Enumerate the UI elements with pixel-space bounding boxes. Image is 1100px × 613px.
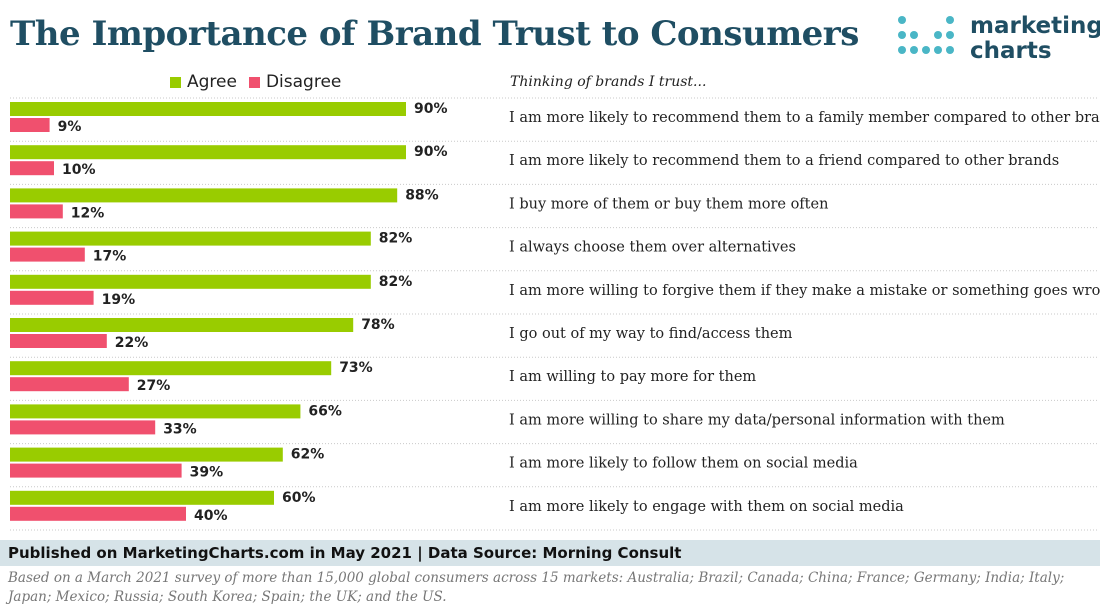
- bar-disagree: [10, 377, 129, 392]
- bar-disagree: [10, 506, 186, 521]
- chart-subtitle: Thinking of brands I trust...: [510, 74, 707, 90]
- bar-value-disagree: 40%: [194, 508, 228, 524]
- bar-value-agree: 62%: [291, 447, 325, 463]
- bar-disagree: [10, 334, 107, 348]
- bar-agree: [10, 231, 371, 246]
- bar-chart: 90% 9% I am more likely to recommend them …: [10, 97, 1100, 531]
- bar-value-disagree: 27%: [137, 378, 171, 394]
- bar-value-agree: 60%: [282, 490, 316, 506]
- bar-value-disagree: 9%: [58, 119, 82, 135]
- logo-dot: [946, 16, 954, 24]
- bar-agree: [10, 490, 274, 505]
- category-label: I always choose them over alternatives: [509, 240, 796, 256]
- logo-dot: [910, 46, 918, 54]
- bar-disagree: [10, 118, 50, 132]
- bar-disagree: [10, 420, 156, 435]
- bar-value-agree: 66%: [308, 403, 342, 419]
- logo-line-1: marketing: [970, 13, 1100, 39]
- category-label: I go out of my way to find/access them: [509, 326, 793, 342]
- category-label: I am more likely to follow them on socia…: [509, 456, 858, 472]
- legend-swatch-agree: [170, 76, 181, 88]
- bar-value-agree: 88%: [405, 187, 439, 203]
- bar-value-disagree: 12%: [71, 205, 105, 221]
- bar-value-disagree: 10%: [62, 162, 96, 178]
- bar-value-agree: 82%: [379, 231, 413, 247]
- category-label: I am more likely to recommend them to a …: [509, 153, 1059, 169]
- published-source-line: Published on MarketingCharts.com in May …: [0, 540, 1100, 566]
- logo-dot: [946, 46, 954, 54]
- bar-agree: [10, 145, 406, 160]
- bar-value-agree: 73%: [339, 360, 373, 376]
- logo-text: marketing charts: [970, 14, 1100, 64]
- legend-swatch-disagree: [248, 76, 260, 88]
- category-label: I am willing to pay more for them: [509, 369, 756, 385]
- legend-item-disagree: Disagree: [248, 72, 342, 92]
- bar-disagree: [10, 204, 63, 219]
- logo-dot: [898, 16, 906, 24]
- bar-value-agree: 90%: [414, 101, 448, 117]
- bar-agree: [10, 274, 371, 289]
- logo-dot: [910, 31, 918, 39]
- bar-disagree: [10, 161, 54, 176]
- bar-agree: [10, 318, 354, 332]
- chart-legend: Agree Disagree: [170, 72, 353, 92]
- category-label: I am more willing to forgive them if the…: [509, 283, 1100, 299]
- legend-item-agree: Agree: [170, 72, 237, 92]
- category-label: I am more likely to recommend them to a …: [509, 110, 1100, 126]
- bar-disagree: [10, 247, 85, 262]
- category-label: I am more willing to share my data/perso…: [509, 412, 1005, 428]
- logo-dot: [898, 46, 906, 54]
- logo-dot: [934, 46, 942, 54]
- bar-value-disagree: 39%: [190, 465, 224, 481]
- bar-value-disagree: 17%: [93, 249, 127, 265]
- logo-line-2: charts: [970, 38, 1052, 64]
- legend-label-agree: Agree: [187, 72, 237, 92]
- chart-title: The Importance of Brand Trust to Consume…: [10, 14, 859, 54]
- logo-dots-icon: [898, 16, 960, 70]
- bar-agree: [10, 361, 332, 376]
- category-label: I am more likely to engage with them on …: [509, 499, 904, 515]
- bar-agree: [10, 188, 398, 203]
- logo-dot: [898, 31, 906, 39]
- bar-agree: [10, 102, 406, 116]
- bar-disagree: [10, 290, 94, 305]
- bar-agree: [10, 404, 301, 419]
- bar-agree: [10, 447, 283, 462]
- legend-label-disagree: Disagree: [265, 72, 342, 92]
- bar-value-disagree: 33%: [163, 421, 197, 437]
- bar-value-agree: 78%: [361, 317, 395, 333]
- bar-value-agree: 82%: [379, 274, 413, 290]
- survey-footnote: Based on a March 2021 survey of more tha…: [8, 570, 1065, 605]
- bar-value-disagree: 19%: [102, 292, 136, 308]
- logo-dot: [934, 31, 942, 39]
- logo-dot: [922, 46, 930, 54]
- category-label: I buy more of them or buy them more ofte…: [509, 196, 828, 212]
- bar-value-disagree: 22%: [115, 335, 149, 351]
- bar-disagree: [10, 463, 182, 478]
- marketingcharts-logo: marketing charts: [898, 14, 1100, 70]
- logo-dot: [946, 31, 954, 39]
- bar-value-agree: 90%: [414, 144, 448, 160]
